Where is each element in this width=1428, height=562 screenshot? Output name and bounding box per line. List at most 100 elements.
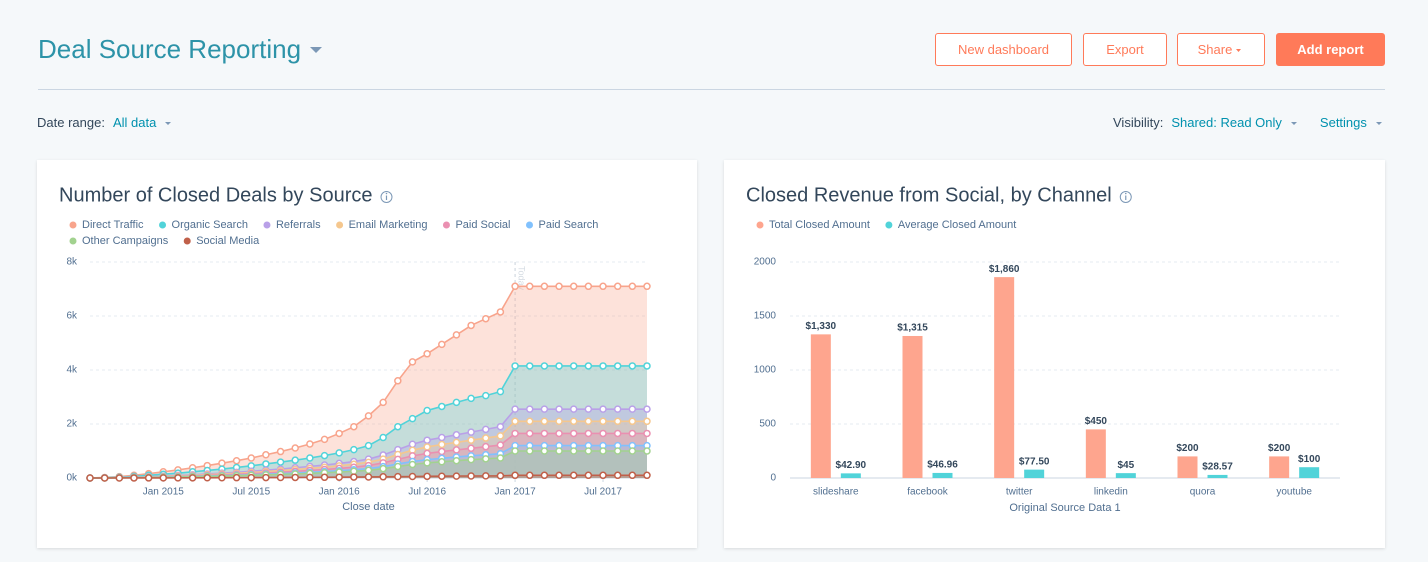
point — [218, 459, 226, 467]
point — [643, 362, 651, 370]
chart-title: Number of Closed Deals by Source — [59, 184, 372, 206]
point — [364, 412, 373, 420]
y-tick-label: 6k — [66, 311, 78, 322]
share-label[interactable]: Share — [1197, 42, 1233, 57]
point — [438, 433, 446, 442]
point — [232, 456, 241, 465]
point — [628, 471, 637, 480]
x-tick-label: linkedin — [1094, 487, 1128, 498]
point — [643, 447, 651, 455]
point — [262, 473, 270, 482]
point — [584, 405, 593, 413]
report-card: Number of Closed Deals by Source Direct T… — [37, 160, 697, 548]
point — [496, 441, 505, 449]
point — [496, 387, 505, 396]
point — [540, 471, 549, 480]
annotation: Today — [517, 266, 527, 291]
point — [364, 466, 373, 475]
point — [643, 282, 651, 291]
point — [320, 435, 329, 444]
info-dot — [1124, 192, 1127, 195]
point — [159, 474, 168, 482]
point — [438, 472, 446, 480]
x-axis-label: Close date — [342, 501, 395, 513]
add-report-button[interactable]: Add report — [1276, 33, 1385, 66]
point — [613, 417, 622, 426]
point — [496, 472, 505, 480]
point — [569, 471, 578, 480]
date-range-dropdown[interactable]: All data — [112, 115, 157, 130]
bar — [1299, 467, 1320, 478]
point — [394, 472, 402, 481]
point — [496, 432, 505, 440]
point — [335, 449, 343, 457]
legend-label: Paid Search — [539, 219, 599, 231]
settings-dropdown[interactable]: Settings — [1319, 115, 1367, 130]
point — [496, 422, 505, 431]
point — [438, 458, 446, 466]
caret — [310, 46, 323, 53]
y-tick-label: 0 — [770, 473, 776, 484]
info-circle — [1119, 191, 1132, 203]
point — [525, 447, 534, 455]
visibility-dropdown[interactable]: Shared: Read Only — [1171, 115, 1282, 130]
point — [86, 474, 94, 482]
y-tick-label: 4k — [66, 365, 78, 376]
point — [452, 331, 461, 339]
value-label: $1,860 — [989, 264, 1020, 275]
point — [628, 282, 637, 291]
legend-item: Total Closed Amount — [756, 219, 870, 231]
point — [643, 429, 651, 438]
area — [90, 409, 647, 478]
legend-label: Referrals — [276, 219, 321, 231]
date-range-filter: Date range: All data — [37, 115, 172, 130]
point — [569, 417, 578, 426]
legend-label: Email Marketing — [349, 219, 428, 231]
point — [628, 429, 637, 438]
date-range-label: Date range: — [37, 115, 105, 130]
visibility-filter: Visibility: Shared: Read Only Settings — [1113, 115, 1383, 130]
dashboard-title[interactable]: Deal Source Reporting — [38, 34, 302, 64]
value-label: $46.96 — [927, 460, 958, 471]
y-tick-label: 1000 — [754, 365, 777, 376]
point — [262, 451, 270, 459]
x-tick-label: Jul 2016 — [408, 487, 446, 498]
point — [511, 429, 519, 438]
info-icon — [380, 191, 393, 203]
point — [467, 444, 475, 453]
x-tick-label: Jul 2017 — [584, 487, 622, 498]
point — [584, 362, 593, 370]
x-tick-label: Jan 2015 — [143, 487, 185, 498]
legend-label: Average Closed Amount — [898, 219, 1016, 231]
info-icon — [1119, 191, 1132, 203]
point — [467, 321, 475, 330]
point — [306, 440, 314, 448]
point — [613, 405, 622, 413]
point — [643, 417, 651, 426]
legend-marker — [183, 237, 191, 245]
x-tick-label: Jul 2015 — [232, 487, 270, 498]
export-button[interactable]: Export — [1083, 33, 1167, 66]
bar — [1024, 469, 1045, 478]
value-label: $100 — [1298, 454, 1321, 465]
point — [364, 473, 373, 481]
point — [100, 474, 109, 482]
dashboard-selector[interactable]: Deal Source Reporting — [38, 34, 327, 65]
new-dashboard-button[interactable]: New dashboard — [935, 33, 1072, 66]
point — [613, 362, 622, 370]
point — [174, 474, 182, 482]
point — [452, 438, 461, 447]
point — [262, 460, 270, 468]
legend-marker — [69, 237, 77, 245]
bar — [1269, 456, 1290, 478]
info-circle — [380, 191, 393, 203]
point — [482, 391, 490, 400]
share-button[interactable]: Share — [1177, 33, 1265, 66]
bar — [810, 334, 831, 478]
legend-item: Average Closed Amount — [885, 219, 1016, 231]
point — [584, 471, 593, 480]
point — [496, 308, 505, 316]
point — [511, 282, 519, 291]
value-label: $200 — [1268, 443, 1291, 454]
point — [306, 473, 314, 482]
